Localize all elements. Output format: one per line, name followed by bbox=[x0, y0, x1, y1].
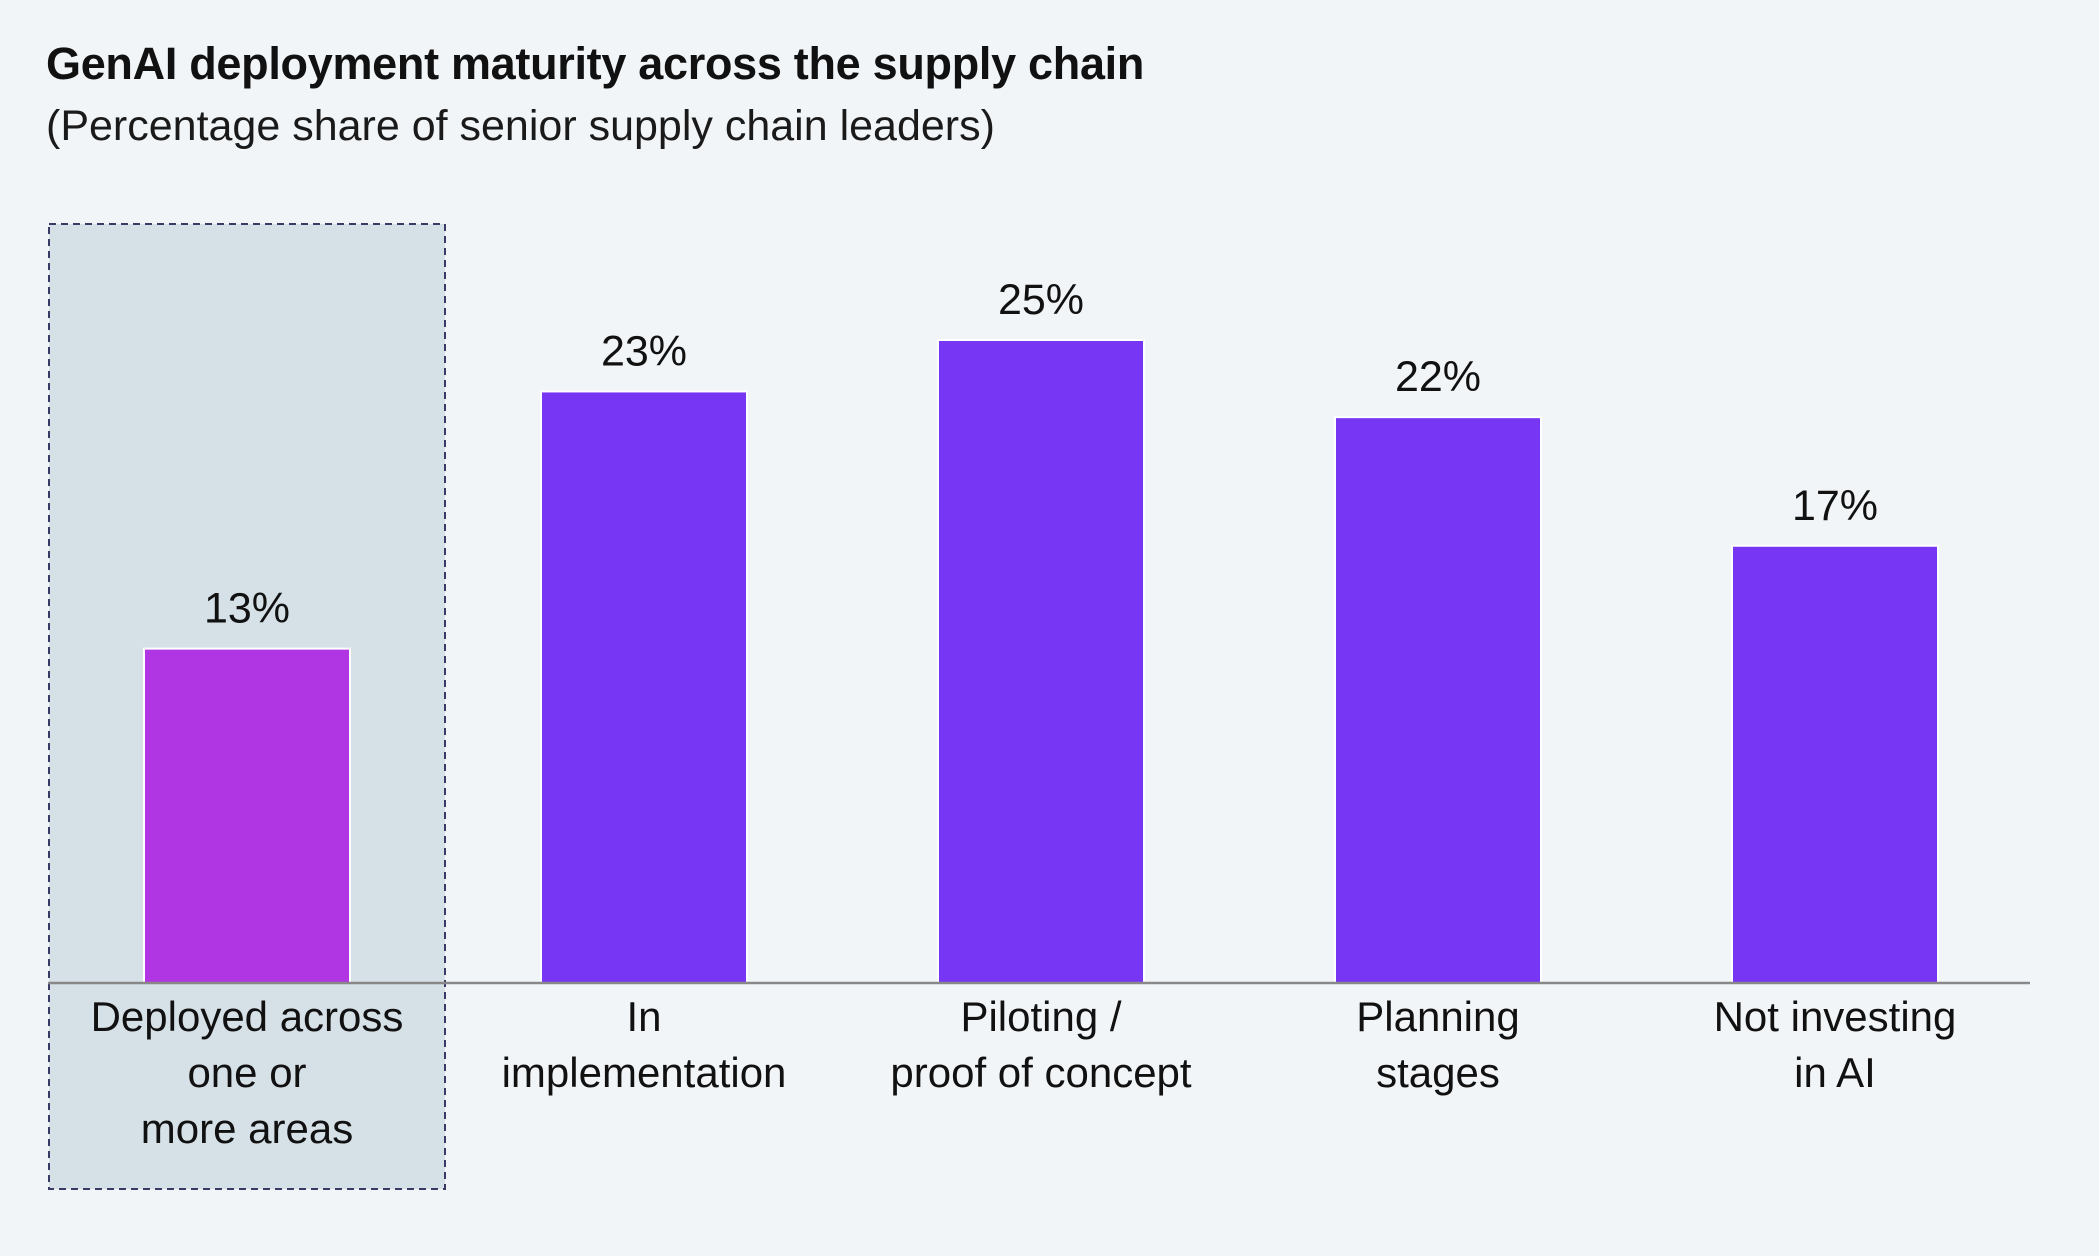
value-label-2: 25% bbox=[998, 276, 1084, 324]
value-label-1: 23% bbox=[601, 327, 687, 375]
chart-title: GenAI deployment maturity across the sup… bbox=[46, 38, 1145, 89]
value-label-0: 13% bbox=[204, 585, 290, 633]
bar-0 bbox=[143, 647, 351, 984]
value-label-4: 17% bbox=[1792, 482, 1878, 530]
bar-1 bbox=[540, 390, 748, 984]
category-label-1: In implementation bbox=[502, 993, 787, 1096]
category-label-0: Deployed across one or more areas bbox=[91, 993, 404, 1152]
bar-2 bbox=[937, 339, 1145, 984]
category-label-3: Planning stages bbox=[1356, 993, 1519, 1096]
value-label-3: 22% bbox=[1395, 353, 1481, 401]
chart-subtitle: (Percentage share of senior supply chain… bbox=[46, 102, 995, 150]
category-label-4: Not investing in AI bbox=[1714, 993, 1957, 1096]
category-label-2: Piloting / proof of concept bbox=[890, 993, 1192, 1096]
bar-4 bbox=[1731, 544, 1939, 984]
bar-3 bbox=[1334, 416, 1542, 985]
